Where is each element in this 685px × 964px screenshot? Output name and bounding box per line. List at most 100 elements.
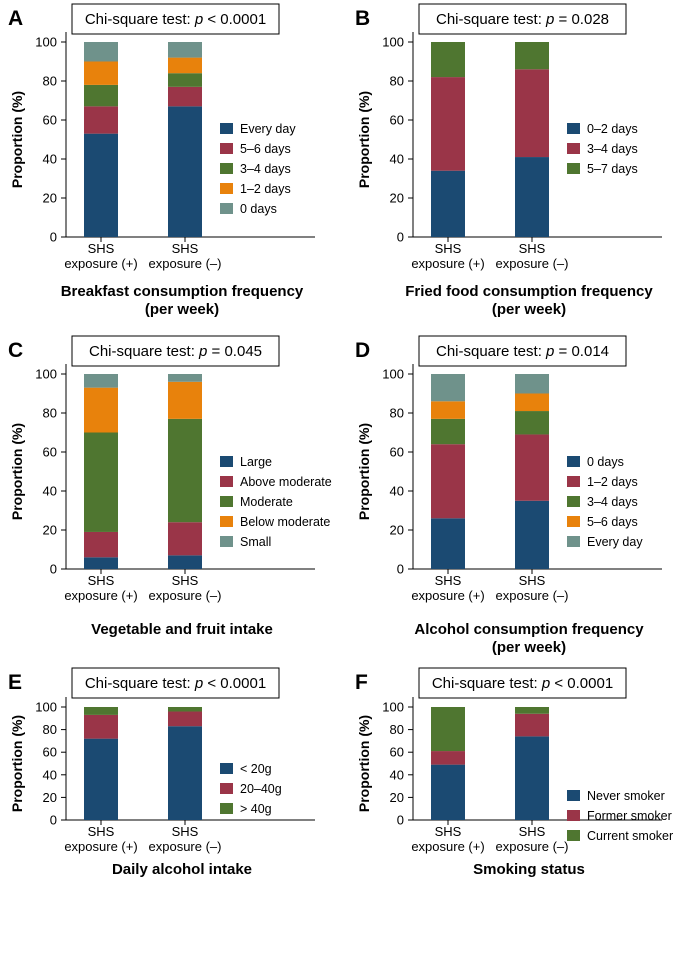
legend-swatch [220, 516, 233, 527]
bar-segment-20-40g-cat1 [84, 714, 118, 739]
bar-segment-moderate-cat2 [168, 418, 202, 523]
y-tick-label: 80 [390, 406, 404, 421]
bar-segment-20g-cat2 [168, 726, 202, 820]
test-box [71, 667, 280, 699]
legend-label: Moderate [240, 495, 293, 509]
bar-segment-small-cat2 [168, 374, 202, 382]
legend-swatch [567, 456, 580, 467]
legend-label: Current smoker [587, 829, 673, 843]
y-axis-label: Proportion (%) [9, 423, 25, 520]
bar-segment-0-2-days-cat2 [515, 157, 549, 237]
test-value: = 0.028 [554, 11, 609, 28]
y-tick-label: 20 [43, 790, 57, 805]
legend-swatch [567, 143, 580, 154]
bar-segment-40g-cat2 [168, 707, 202, 712]
category-label: exposure (–) [149, 839, 222, 854]
panel-letter: B [355, 7, 370, 30]
legend-swatch [567, 163, 580, 174]
panel-a: A Chi-square test: p < 0.0001 0 20 40 60 80 100… [8, 3, 315, 318]
test-value: < 0.0001 [203, 11, 266, 28]
y-tick-label: 80 [390, 722, 404, 737]
panel-letter: E [8, 671, 22, 694]
bar-segment-1-2-days-cat1 [84, 61, 118, 85]
bar-segment-1-2-days-cat2 [515, 434, 549, 501]
legend-label: 5–6 days [240, 142, 291, 156]
test-box [418, 3, 627, 35]
test-box [418, 335, 627, 367]
panel-f: F Chi-square test: p < 0.0001 0 20 40 60 80 100… [355, 667, 673, 878]
x-axis-title: (per week) [492, 639, 566, 656]
bar-segment-20g-cat1 [84, 738, 118, 820]
bar-segment-0-days-cat2 [168, 42, 202, 58]
panel-letter: D [355, 339, 370, 362]
legend-swatch [220, 783, 233, 794]
y-tick-label: 20 [390, 191, 404, 206]
y-tick-label: 40 [390, 152, 404, 167]
legend-label: Below moderate [240, 515, 330, 529]
y-tick-label: 60 [43, 745, 57, 760]
legend-swatch [567, 830, 580, 841]
panel-d: D Chi-square test: p = 0.014 0 20 40 60 80 100 P… [355, 335, 662, 656]
category-label: SHS [88, 241, 115, 256]
legend-label: Above moderate [240, 475, 332, 489]
x-axis-title: Breakfast consumption frequency [61, 283, 304, 300]
panel-c: C Chi-square test: p = 0.045 0 20 40 60 80 100 P… [8, 335, 332, 638]
test-prefix: Chi-square test: [85, 675, 195, 692]
y-tick-label: 20 [390, 790, 404, 805]
bar-segment-3-4-days-cat2 [515, 411, 549, 435]
bar-segment-never-smoker-cat2 [515, 736, 549, 820]
category-label: SHS [435, 573, 462, 588]
legend-swatch [567, 810, 580, 821]
y-tick-label: 40 [43, 484, 57, 499]
bar-segment-5-7-days-cat1 [431, 42, 465, 78]
y-tick-label: 40 [43, 152, 57, 167]
legend-label: 5–6 days [587, 515, 638, 529]
test-stat: p [541, 675, 550, 692]
y-tick-label: 40 [390, 767, 404, 782]
y-tick-label: 80 [43, 74, 57, 89]
panel-letter: C [8, 339, 23, 362]
legend-label: 1–2 days [587, 475, 638, 489]
bar-segment-every-day-cat2 [168, 106, 202, 237]
y-axis-label: Proportion (%) [356, 715, 372, 812]
bar-segment-below-moderate-cat1 [84, 387, 118, 433]
legend-swatch [220, 183, 233, 194]
bar-segment-every-day-cat2 [515, 374, 549, 394]
y-axis-label: Proportion (%) [9, 91, 25, 188]
bar-segment-large-cat1 [84, 557, 118, 569]
chi-square-test-label: Chi-square test: p < 0.0001 [85, 675, 266, 692]
test-value: = 0.014 [554, 343, 609, 360]
test-stat: p [545, 343, 554, 360]
y-tick-label: 100 [382, 367, 404, 382]
legend-swatch [220, 763, 233, 774]
legend-label: > 40g [240, 802, 272, 816]
bar-segment-1-2-days-cat2 [168, 57, 202, 74]
legend-swatch [220, 163, 233, 174]
legend-label: Former smoker [587, 809, 672, 823]
bar-segment-5-6-days-cat2 [168, 86, 202, 107]
category-label: SHS [519, 824, 546, 839]
legend-swatch [567, 536, 580, 547]
category-label: SHS [435, 241, 462, 256]
category-label: SHS [435, 824, 462, 839]
chi-square-test-label: Chi-square test: p < 0.0001 [432, 675, 613, 692]
test-value: < 0.0001 [550, 675, 613, 692]
category-label: exposure (–) [149, 256, 222, 271]
category-label: SHS [172, 241, 199, 256]
test-stat: p [194, 675, 203, 692]
x-axis-title: Vegetable and fruit intake [91, 621, 273, 638]
bar-segment-small-cat1 [84, 374, 118, 388]
legend-label: 5–7 days [587, 162, 638, 176]
bar-segment-40g-cat1 [84, 707, 118, 715]
y-tick-label: 80 [43, 406, 57, 421]
y-tick-label: 100 [35, 700, 57, 715]
test-box [418, 667, 627, 699]
category-label: SHS [172, 824, 199, 839]
x-axis-title: Fried food consumption frequency [405, 283, 653, 300]
category-label: SHS [519, 573, 546, 588]
legend-label: Large [240, 455, 272, 469]
legend-swatch [220, 123, 233, 134]
y-axis-label: Proportion (%) [356, 91, 372, 188]
test-prefix: Chi-square test: [89, 343, 199, 360]
